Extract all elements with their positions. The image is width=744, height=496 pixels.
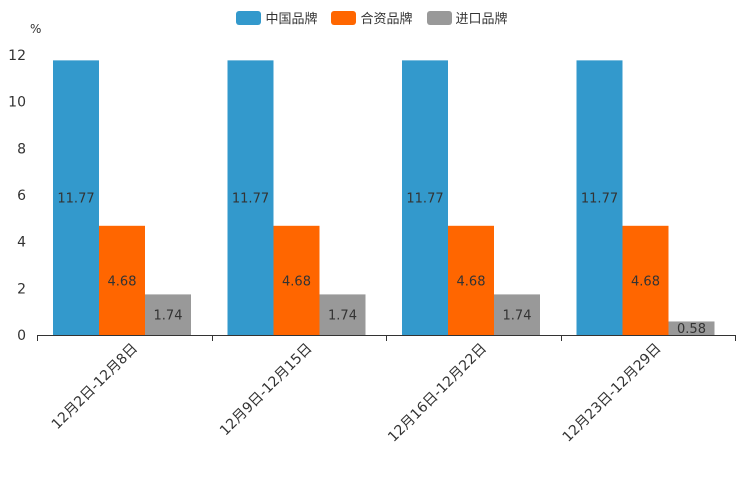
bar-value-label: 11.77	[232, 192, 269, 207]
legend-swatch	[426, 10, 452, 25]
bar	[494, 294, 540, 335]
bar-value-label: 11.77	[57, 192, 94, 207]
bar	[273, 225, 320, 335]
y-tick-label: 2	[17, 281, 26, 297]
bar-value-label: 0.58	[677, 322, 706, 337]
legend: 中国品牌 合资品牌 进口品牌	[0, 8, 744, 27]
bar	[622, 225, 669, 335]
bar	[53, 60, 99, 335]
x-tick-label: 12月2日-12月8日	[49, 341, 141, 433]
bar-value-label: 1.74	[328, 309, 357, 324]
bar-value-label: 4.68	[108, 274, 137, 289]
y-axis-unit-label: %	[30, 22, 41, 36]
y-tick-label: 8	[17, 141, 26, 157]
legend-swatch	[236, 10, 262, 25]
bar	[145, 294, 191, 335]
legend-item[interactable]: 进口品牌	[426, 8, 508, 27]
legend-item[interactable]: 中国品牌	[236, 8, 317, 27]
y-tick-label: 12	[8, 48, 26, 64]
legend-item[interactable]: 合资品牌	[331, 8, 413, 27]
bar-value-label: 11.77	[581, 192, 618, 207]
bar-value-label: 1.74	[503, 309, 532, 324]
legend-label: 中国品牌	[265, 12, 318, 27]
bar	[668, 321, 715, 335]
legend-label: 合资品牌	[360, 12, 413, 27]
bar-value-label: 4.68	[457, 274, 486, 289]
bar	[448, 225, 494, 335]
y-tick-label: 4	[17, 235, 26, 251]
x-tick-label: 12月23日-12月29日	[560, 341, 665, 446]
y-tick-label: 10	[8, 95, 26, 111]
bar	[99, 225, 145, 335]
bar	[319, 294, 366, 335]
bar	[402, 60, 448, 335]
bar-value-label: 11.77	[406, 192, 443, 207]
x-tick-label: 12月16日-12月22日	[385, 341, 490, 446]
legend-swatch	[331, 10, 357, 25]
bar	[227, 60, 274, 335]
y-tick-label: 0	[17, 328, 26, 344]
bar-value-label: 4.68	[282, 274, 311, 289]
bar-value-label: 4.68	[631, 274, 660, 289]
x-tick-label: 12月9日-12月15日	[217, 341, 316, 440]
bar	[576, 60, 623, 335]
legend-label: 进口品牌	[455, 12, 508, 27]
y-tick-label: 6	[17, 188, 26, 204]
bar-value-label: 1.74	[154, 309, 183, 324]
